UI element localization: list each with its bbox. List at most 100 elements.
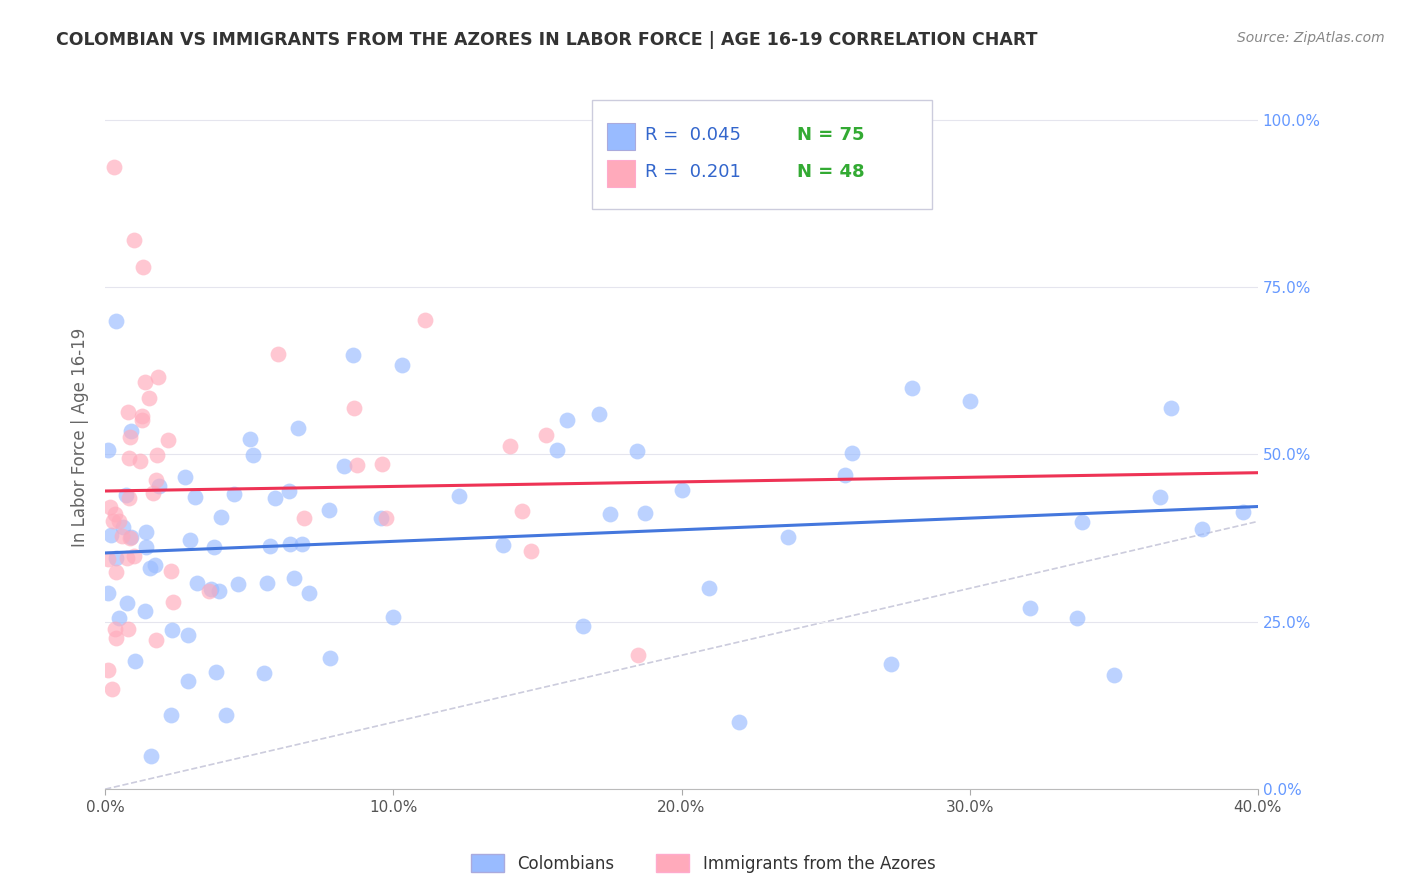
Point (492, 538, 515, 552)
Point (253, 665, 276, 680)
Point (512, 504, 534, 518)
Point (318, 503, 340, 517)
Point (1102, 668, 1125, 682)
Point (148, 479, 170, 493)
Point (134, 375, 156, 389)
Point (264, 491, 287, 505)
Point (283, 571, 305, 585)
Point (370, 457, 392, 471)
Point (413, 312, 436, 326)
Point (118, 451, 141, 466)
Point (197, 584, 219, 599)
Point (208, 584, 231, 599)
Point (142, 485, 165, 500)
Point (128, 454, 150, 468)
Point (204, 540, 226, 554)
Point (318, 651, 340, 665)
Point (184, 490, 207, 504)
Point (382, 610, 405, 624)
Point (959, 393, 981, 408)
Point (143, 558, 166, 572)
Point (671, 483, 693, 497)
Point (122, 549, 145, 564)
Text: N = 48: N = 48 (797, 163, 865, 181)
Point (277, 484, 299, 499)
Point (101, 514, 124, 528)
Point (97, 663, 120, 677)
Point (108, 514, 131, 528)
FancyBboxPatch shape (606, 123, 636, 150)
Point (162, 595, 184, 609)
Point (120, 531, 142, 545)
Point (242, 448, 264, 462)
Point (120, 530, 142, 544)
Point (173, 469, 195, 483)
Point (297, 586, 319, 600)
Point (1018, 601, 1040, 615)
Point (124, 654, 146, 668)
Point (97, 552, 120, 566)
Point (1160, 401, 1182, 415)
Point (131, 260, 153, 274)
Point (572, 619, 595, 633)
Point (115, 596, 138, 610)
Point (97, 586, 120, 600)
Point (118, 429, 141, 443)
Point (146, 369, 169, 384)
Point (105, 565, 128, 579)
Point (1066, 611, 1088, 625)
Text: N = 75: N = 75 (797, 126, 865, 144)
Point (1191, 522, 1213, 536)
Point (131, 409, 153, 423)
Point (118, 491, 141, 505)
Point (115, 550, 138, 565)
Point (134, 604, 156, 618)
Point (901, 380, 924, 394)
Point (131, 413, 153, 427)
Point (122, 233, 145, 247)
Point (278, 537, 301, 551)
Point (97, 443, 120, 458)
Point (104, 313, 127, 327)
Point (157, 433, 180, 447)
Point (370, 510, 392, 524)
Point (342, 348, 364, 362)
Point (105, 631, 128, 645)
Point (332, 458, 354, 473)
Point (447, 489, 470, 503)
Point (159, 707, 181, 722)
Point (228, 577, 250, 591)
Point (728, 715, 751, 730)
Point (267, 347, 290, 361)
Point (138, 561, 160, 575)
Point (519, 544, 541, 558)
Point (98, 500, 121, 514)
Point (534, 428, 557, 442)
Text: R =  0.201: R = 0.201 (644, 163, 741, 181)
Point (200, 582, 222, 596)
Point (291, 537, 314, 551)
Point (626, 444, 648, 458)
Point (224, 487, 246, 501)
Point (292, 511, 315, 525)
Point (135, 524, 157, 539)
Point (104, 622, 127, 636)
Text: R =  0.045: R = 0.045 (644, 126, 741, 144)
Point (179, 533, 201, 548)
Point (115, 488, 138, 502)
Point (346, 458, 368, 473)
Point (634, 506, 657, 520)
Point (259, 539, 281, 553)
Point (374, 511, 396, 525)
Point (120, 424, 142, 438)
Point (627, 648, 650, 663)
Point (287, 421, 309, 435)
Legend: Colombians, Immigrants from the Azores: Colombians, Immigrants from the Azores (464, 847, 942, 880)
Point (498, 440, 520, 454)
Point (239, 432, 262, 446)
Point (205, 665, 228, 679)
Point (135, 540, 157, 554)
Point (146, 448, 169, 462)
Point (343, 401, 366, 416)
Point (841, 446, 863, 460)
